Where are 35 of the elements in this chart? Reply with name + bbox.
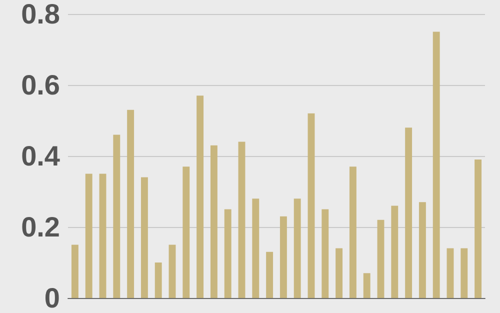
bar [363, 273, 370, 298]
bar [432, 32, 440, 298]
bar [224, 209, 232, 298]
y-tick-label: 0.8 [21, 0, 60, 30]
bar [405, 128, 412, 298]
bar [196, 96, 204, 298]
bar [85, 174, 92, 298]
bar [336, 248, 343, 298]
y-tick-label: 0.4 [21, 140, 60, 172]
bar [252, 198, 260, 298]
y-tick-label: 0.2 [21, 212, 60, 242]
bar [140, 177, 148, 298]
bar [238, 142, 246, 298]
bar [446, 248, 454, 298]
y-tick-label: 0.6 [21, 70, 60, 100]
bar [418, 202, 426, 298]
bar [113, 134, 120, 298]
bar [377, 220, 384, 298]
bar [294, 198, 301, 298]
bar [280, 216, 287, 298]
bar [210, 145, 218, 298]
bar [460, 248, 468, 298]
bar [391, 206, 398, 298]
bar [168, 244, 176, 298]
y-tick-label: 0 [44, 282, 60, 313]
bar [99, 174, 106, 298]
bar [266, 252, 274, 298]
bar [182, 166, 190, 298]
bar [127, 110, 134, 298]
bar [322, 209, 329, 298]
bar [474, 160, 482, 298]
bar [71, 244, 78, 298]
bar [154, 262, 162, 298]
bar [308, 113, 315, 298]
bar [349, 166, 356, 298]
